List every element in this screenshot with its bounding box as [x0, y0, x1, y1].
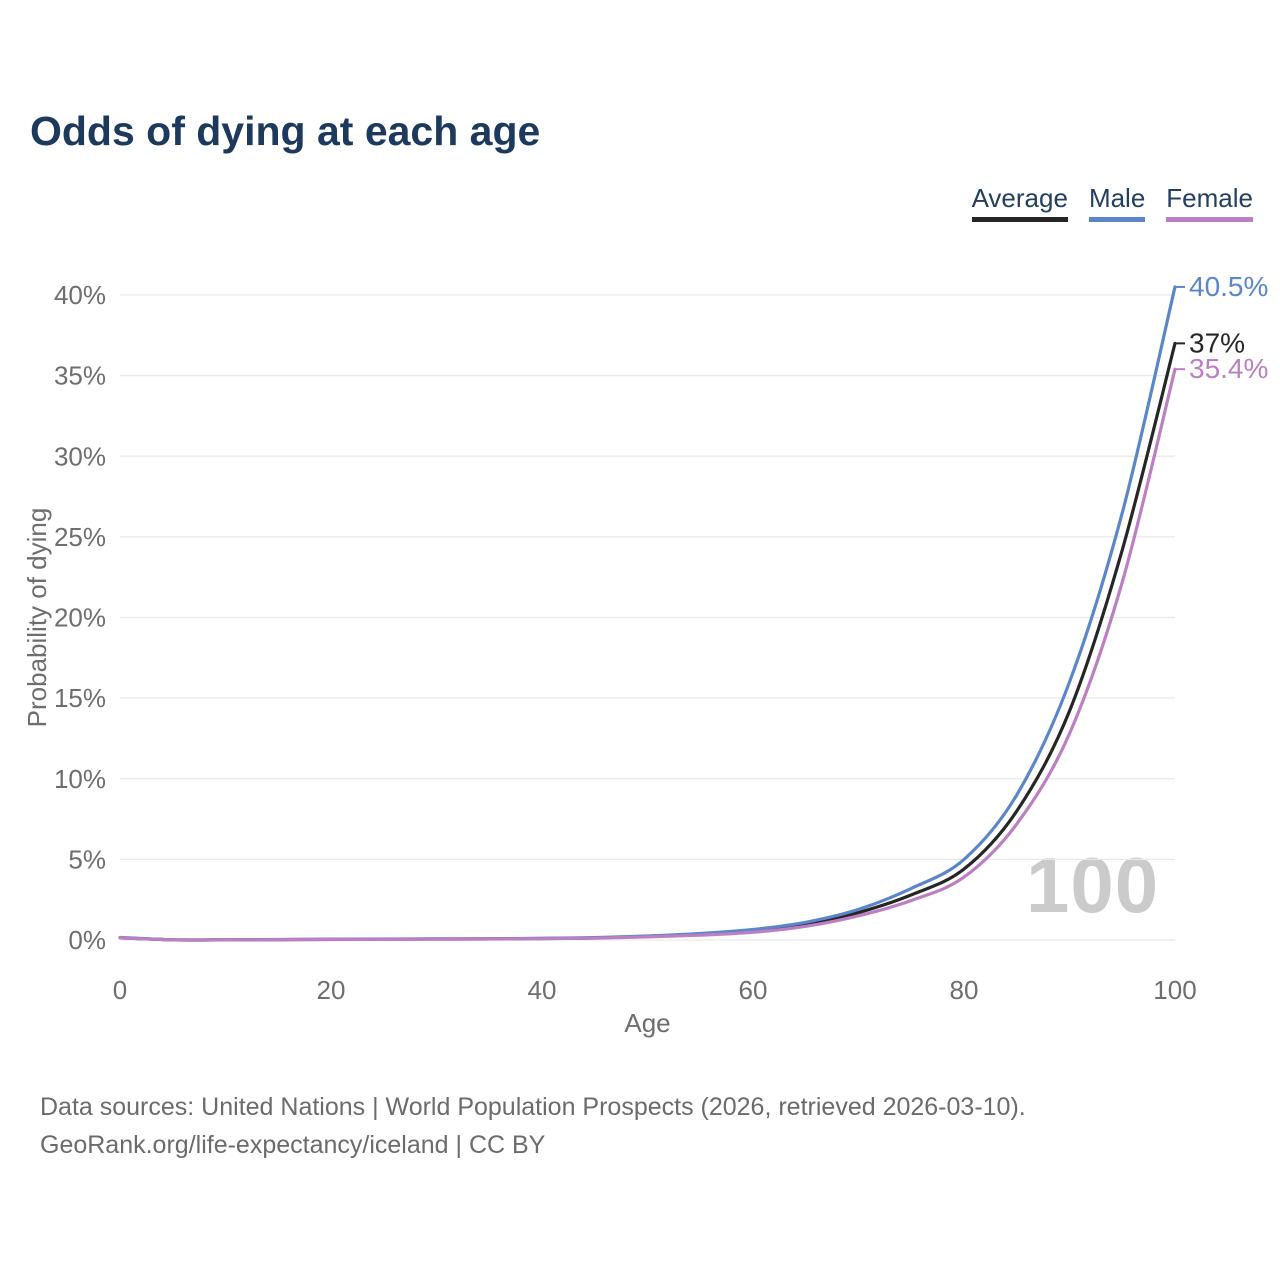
legend-label-male: Male: [1088, 183, 1146, 213]
y-tick-label: 0%: [68, 925, 106, 955]
page-title: Odds of dying at each age: [30, 108, 541, 154]
x-tick-label: 0: [113, 975, 127, 1005]
y-tick-label: 30%: [54, 441, 106, 471]
legend-swatch-female: [1166, 216, 1253, 222]
y-axis-title: Probability of dying: [22, 508, 52, 728]
legend: Average Male Female: [971, 183, 1253, 222]
end-label-average: 37%: [1189, 327, 1245, 358]
series-line-average[interactable]: [118, 341, 1177, 942]
series-line-male[interactable]: [118, 285, 1177, 942]
legend-swatch-average: [971, 216, 1068, 222]
legend-label-female: Female: [1166, 183, 1253, 213]
x-tick-label: 20: [317, 975, 346, 1005]
legend-item-male[interactable]: Male: [1088, 183, 1146, 222]
legend-item-average[interactable]: Average: [971, 183, 1068, 222]
x-tick-label: 80: [950, 975, 979, 1005]
y-tick-label: 40%: [54, 280, 106, 310]
x-tick-label: 40: [528, 975, 557, 1005]
legend-item-female[interactable]: Female: [1166, 184, 1253, 222]
y-tick-label: 10%: [54, 764, 106, 794]
legend-swatch-male: [1088, 216, 1146, 222]
x-tick-label: 60: [739, 975, 768, 1005]
series-line-female[interactable]: [118, 367, 1177, 942]
end-label-male: 40.5%: [1189, 271, 1268, 302]
source-line-1: Data sources: United Nations | World Pop…: [40, 1093, 1026, 1121]
footer: Data sources: United Nations | World Pop…: [40, 1088, 1026, 1164]
source-line-2: GeoRank.org/life-expectancy/iceland | CC…: [40, 1131, 546, 1159]
y-tick-label: 35%: [54, 361, 106, 391]
x-tick-label: 100: [1153, 975, 1196, 1005]
y-tick-label: 20%: [54, 603, 106, 633]
legend-label-average: Average: [971, 183, 1068, 213]
end-label-female: 35.4%: [1189, 353, 1268, 384]
y-tick-label: 15%: [54, 683, 106, 713]
x-axis-title: Age: [624, 1008, 670, 1038]
y-tick-label: 25%: [54, 522, 106, 552]
y-tick-label: 5%: [68, 844, 106, 874]
